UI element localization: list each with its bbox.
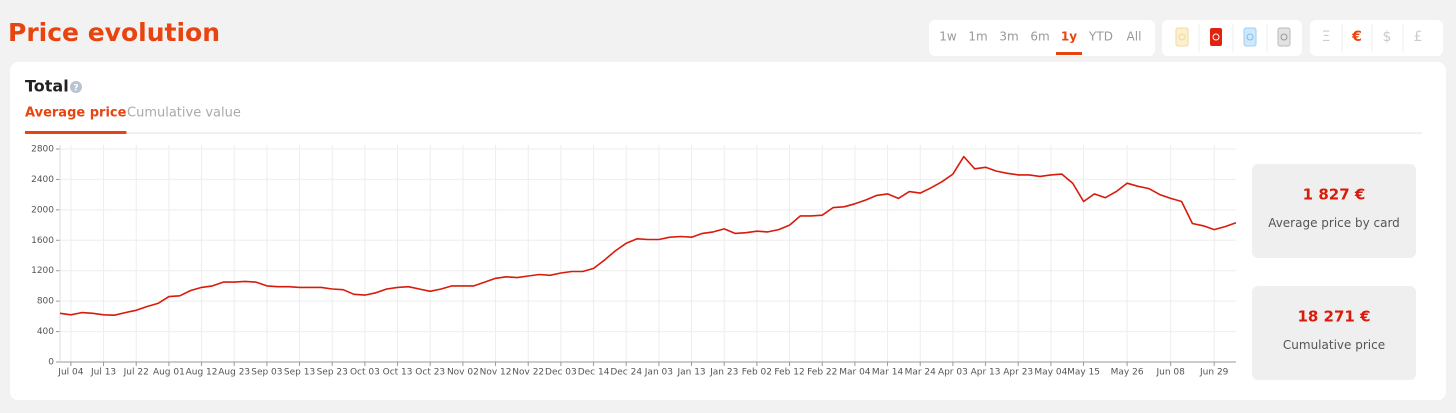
price-line [59, 155, 1237, 316]
color-option[interactable] [1243, 27, 1257, 47]
tab[interactable]: Average price [25, 106, 127, 121]
x-tick-label: Aug 23 [218, 368, 250, 378]
card-title: Total [25, 77, 69, 96]
x-tick-label: May 15 [1067, 368, 1100, 378]
tab-underline [25, 131, 127, 134]
range-button[interactable]: 1y [1061, 30, 1077, 44]
stat-value: 18 271 € [1297, 308, 1370, 326]
x-tick-label: Jul 04 [57, 368, 83, 378]
x-tick-label: Aug 12 [186, 368, 218, 378]
x-tick-label: Dec 03 [545, 368, 577, 378]
color-icons [1175, 24, 1291, 52]
range-button[interactable]: 6m [1030, 30, 1049, 44]
x-tick-label: Feb 02 [742, 368, 772, 378]
tab[interactable]: Cumulative value [127, 106, 241, 121]
help-icon[interactable]: ? [70, 81, 82, 94]
currency-button[interactable]: £ [1414, 29, 1423, 45]
y-tick-label: 1200 [31, 266, 54, 276]
stats: 1 827 € Average price by card 18 271 € Cumu… [1252, 164, 1416, 380]
currency-button[interactable]: € [1351, 29, 1362, 45]
x-tick-label: Apr 23 [1003, 368, 1033, 378]
x-tick-label: Apr 03 [938, 368, 968, 378]
y-tick-label: 0 [48, 358, 54, 368]
range-group [929, 20, 1155, 56]
range-button[interactable]: YTD [1088, 30, 1113, 44]
x-tick-label: Jan 03 [644, 368, 673, 378]
x-tick-label: Mar 14 [872, 368, 904, 378]
range-button[interactable]: All [1127, 30, 1142, 44]
page-title: Price evolution [8, 18, 220, 47]
x-tick-label: Feb 12 [774, 368, 804, 378]
x-tick-label: Nov 12 [480, 368, 512, 378]
range-button[interactable]: 3m [999, 30, 1018, 44]
stat-label-wrap: Cumulative price [1252, 334, 1416, 353]
x-tick-label: Oct 03 [350, 368, 380, 378]
stat-label: Cumulative price [1282, 338, 1386, 352]
y-tick-label: 2400 [31, 175, 54, 185]
x-tick-label: Apr 13 [971, 368, 1001, 378]
x-tick-label: May 04 [1034, 368, 1067, 378]
y-tick-label: 2800 [31, 145, 54, 155]
x-tick-label: Oct 13 [383, 368, 413, 378]
range-underline [1056, 52, 1082, 55]
x-tick-label: Mar 24 [905, 368, 937, 378]
x-tick-label: Sep 13 [284, 368, 315, 378]
color-option[interactable] [1175, 27, 1189, 47]
stat-label-box: Average price by card [1252, 212, 1416, 231]
stat-box [1252, 286, 1416, 380]
y-tick-label: 2000 [31, 205, 54, 215]
x-tick-label: Jan 23 [709, 368, 738, 378]
currency-button[interactable]: Ξ [1322, 29, 1331, 45]
x-tick-label: Jun 08 [1155, 368, 1185, 378]
stat-label: Average price by card [1268, 216, 1400, 230]
range-button[interactable]: 1m [968, 30, 987, 44]
x-tick-label: Nov 02 [447, 368, 479, 378]
currency-button[interactable]: $ [1383, 29, 1392, 45]
x-tick-label: Mar 04 [839, 368, 871, 378]
x-tick-label: May 26 [1111, 368, 1144, 378]
x-tick-label: Jun 29 [1199, 368, 1229, 378]
currency-group [1310, 20, 1443, 56]
x-tick-label: Jul 13 [90, 368, 116, 378]
stat-label-wrap: Average price by card [1252, 212, 1416, 231]
y-tick-label: 800 [37, 297, 54, 307]
x-tick-label: Dec 14 [578, 368, 610, 378]
color-option[interactable] [1210, 28, 1222, 46]
stat-box [1252, 164, 1416, 258]
x-tick-label: Nov 22 [512, 368, 544, 378]
color-option[interactable] [1277, 27, 1291, 47]
y-tick-label: 1600 [31, 236, 54, 246]
range-button[interactable]: 1w [939, 30, 957, 44]
x-tick-label: Dec 24 [610, 368, 642, 378]
x-tick-label: Aug 01 [153, 368, 185, 378]
x-tick-label: Sep 23 [317, 368, 348, 378]
x-tick-label: Jan 13 [676, 368, 705, 378]
stat-label-box: Cumulative price [1252, 334, 1416, 353]
x-tick-label: Sep 03 [251, 368, 282, 378]
svg-text:?: ? [73, 84, 78, 94]
x-tick-label: Feb 22 [807, 368, 837, 378]
y-tick-label: 400 [37, 327, 54, 337]
x-tick-label: Oct 23 [415, 368, 445, 378]
x-tick-label: Jul 22 [123, 368, 149, 378]
stat-value: 1 827 € [1303, 186, 1366, 204]
